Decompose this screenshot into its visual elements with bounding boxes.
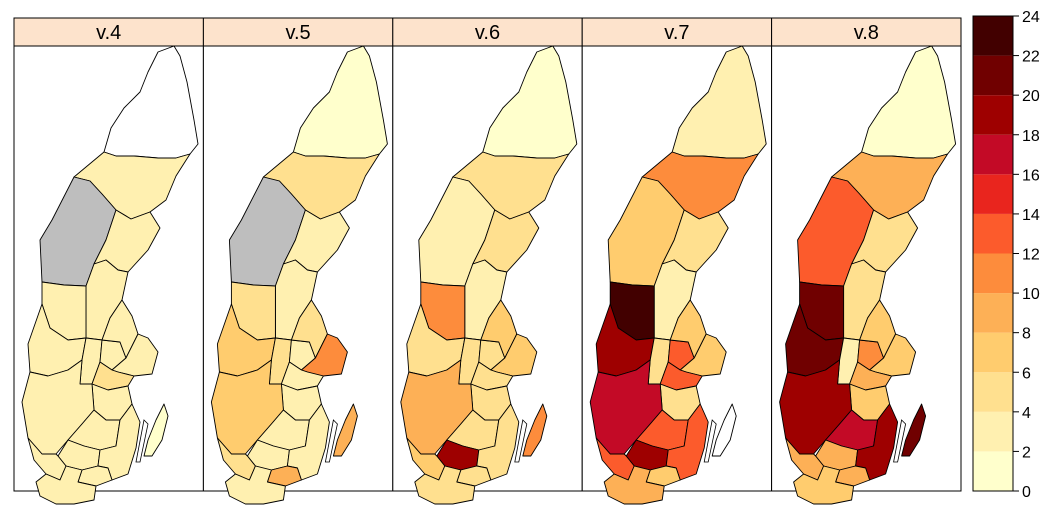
colorbar-tick-label: 22 (1022, 49, 1040, 66)
panel-strip (771, 17, 962, 47)
colorbar-bin (973, 95, 1013, 135)
map-panel-v-7: v.7 (581, 17, 773, 505)
region-gotland (711, 403, 737, 457)
colorbar-bin (973, 174, 1013, 214)
region-gotland (332, 403, 358, 457)
region-oland-outline (703, 419, 717, 463)
colorbar-tick-label: 8 (1022, 326, 1031, 343)
map-panel-v-6: v.6 (392, 17, 583, 505)
sweden-map (779, 45, 957, 505)
colorbar-tick-label: 16 (1022, 167, 1040, 184)
colorbar-tick-label: 20 (1022, 88, 1040, 105)
region-oland-outline (324, 419, 338, 463)
colorbar-bin (973, 293, 1013, 333)
region-skane (603, 465, 665, 505)
region-skane (793, 465, 855, 505)
sweden-map (210, 45, 388, 505)
sweden-map (400, 45, 578, 505)
region-oland-outline (514, 419, 528, 463)
colorbar-bin (973, 213, 1013, 254)
panel-strip-label: v.6 (475, 22, 500, 44)
colorbar-bin (973, 55, 1013, 96)
colorbar-bin (973, 332, 1013, 373)
colorbar-bin (973, 134, 1013, 175)
colorbar-tick-label: 0 (1022, 484, 1031, 501)
region-skane (224, 465, 286, 505)
region-gotland (901, 403, 927, 457)
panel-strip (202, 17, 394, 47)
region-gotland (143, 403, 169, 457)
region-oland-outline (135, 419, 149, 463)
colorbar-tick-label: 18 (1022, 128, 1040, 145)
panel-strip (13, 17, 204, 47)
panel-strip-label: v.8 (854, 22, 879, 44)
panel-strip (392, 17, 583, 47)
panel-strip-label: v.5 (285, 22, 310, 44)
region-skane (414, 465, 476, 505)
map-panel-v-8: v.8 (771, 17, 962, 505)
colorbar-tick-label: 14 (1022, 207, 1040, 224)
colorbar-tick-label: 6 (1022, 365, 1031, 382)
region-gotland (522, 403, 548, 457)
map-panel-v-5: v.5 (202, 17, 394, 505)
colorbar-tick-label: 4 (1022, 405, 1031, 422)
colorbar-bin (973, 253, 1013, 294)
sweden-map (589, 45, 767, 505)
colorbar-bin (973, 411, 1013, 452)
colorbar-bin (973, 16, 1013, 56)
colorbar-tick-label: 12 (1022, 247, 1040, 264)
panel-strip-label: v.7 (664, 22, 689, 44)
colorbar-bin (973, 372, 1013, 412)
colorbar-tick-label: 10 (1022, 286, 1040, 303)
colorbar-bin (973, 451, 1013, 491)
colorbar-tick-label: 2 (1022, 444, 1031, 461)
map-panels: v.4 v.5 v.6 v.7 v.8 (13, 17, 962, 505)
sweden-map (21, 45, 199, 505)
region-oland-outline (893, 419, 907, 463)
colorbar-tick-label: 24 (1022, 9, 1040, 26)
panel-strip-label: v.4 (96, 22, 121, 44)
region-skane (35, 465, 97, 505)
map-panel-v-4: v.4 (13, 17, 204, 505)
